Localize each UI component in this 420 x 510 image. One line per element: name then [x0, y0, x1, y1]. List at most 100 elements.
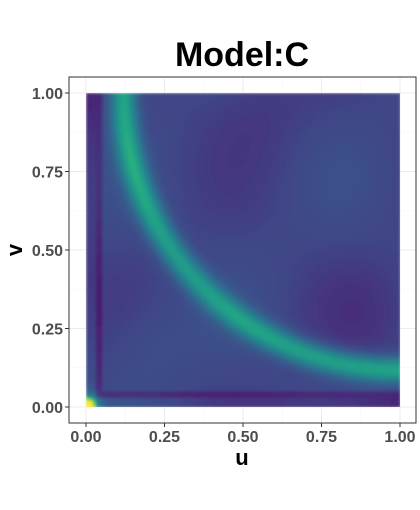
heatmap-cell [220, 236, 224, 241]
heatmap-cell [151, 158, 156, 163]
heatmap-cell [89, 377, 94, 382]
heatmap-cell [86, 128, 90, 133]
heatmap-cell [213, 164, 218, 169]
heatmap-cell [210, 200, 215, 205]
heatmap-cell [118, 122, 123, 127]
heatmap-cell [229, 161, 234, 166]
heatmap-cell [151, 354, 156, 359]
heatmap-cell [154, 220, 159, 225]
heatmap-cell [125, 279, 130, 284]
heatmap-cell [157, 325, 162, 330]
heatmap-cell [210, 354, 215, 359]
heatmap-cell [95, 99, 100, 104]
heatmap-cell [95, 338, 100, 343]
heatmap-cell [121, 230, 126, 235]
heatmap-cell [108, 191, 113, 195]
heatmap-cell [171, 380, 175, 385]
heatmap-cell [200, 371, 205, 375]
heatmap-cell [105, 223, 110, 228]
heatmap-cell [216, 191, 221, 195]
heatmap-cell [213, 246, 218, 251]
heatmap-cell [157, 335, 162, 339]
heatmap-cell [239, 155, 244, 160]
heatmap-cell [144, 344, 149, 349]
heatmap-cell [216, 341, 221, 346]
heatmap-cell [213, 119, 218, 124]
heatmap-cell [216, 256, 221, 261]
heatmap-cell [239, 305, 244, 310]
heatmap-cell [249, 272, 254, 277]
heatmap-cell [226, 328, 231, 333]
heatmap-cell [148, 135, 153, 140]
heatmap-cell [118, 217, 123, 222]
heatmap-cell [95, 191, 100, 195]
heatmap-cell [249, 253, 254, 258]
heatmap-cell [187, 207, 192, 212]
heatmap-cell [121, 174, 126, 179]
heatmap-cell [213, 112, 218, 117]
heatmap-cell [171, 122, 175, 127]
heatmap-cell [99, 272, 103, 277]
heatmap-cell [229, 351, 234, 356]
heatmap-cell [128, 266, 133, 271]
heatmap-cell [213, 220, 218, 225]
heatmap-cell [161, 289, 166, 294]
heatmap-cell [99, 155, 103, 160]
heatmap-cell [200, 325, 205, 330]
heatmap-cell [177, 335, 182, 339]
heatmap-cell [184, 214, 188, 218]
heatmap-cell [164, 181, 169, 186]
heatmap-cell [193, 380, 198, 385]
heatmap-cell [174, 191, 179, 195]
heatmap-cell [239, 233, 244, 238]
heatmap-cell [233, 335, 238, 339]
heatmap-cell [131, 256, 136, 261]
heatmap-cell [193, 161, 198, 166]
heatmap-cell [229, 348, 234, 352]
heatmap-cell [184, 151, 188, 156]
heatmap-cell [203, 138, 208, 143]
heatmap-cell [193, 112, 198, 117]
heatmap-cell [174, 181, 179, 186]
heatmap-cell [161, 164, 166, 169]
heatmap-cell [190, 367, 195, 372]
heatmap-cell [125, 276, 130, 281]
heatmap-cell [177, 227, 182, 231]
heatmap-cell [184, 250, 188, 254]
heatmap-cell [89, 348, 94, 352]
heatmap-cell [200, 377, 205, 382]
heatmap-cell [200, 132, 205, 137]
heatmap-cell [216, 289, 221, 294]
heatmap-cell [125, 331, 130, 336]
heatmap-cell [239, 204, 244, 209]
heatmap-cell [135, 200, 139, 205]
heatmap-cell [210, 148, 215, 153]
heatmap-cell [213, 400, 218, 405]
heatmap-cell [190, 269, 195, 274]
heatmap-cell [121, 164, 126, 169]
heatmap-cell [171, 302, 175, 307]
heatmap-cell [89, 384, 94, 388]
heatmap-cell [220, 194, 224, 199]
heatmap-cell [180, 191, 185, 195]
heatmap-cell [197, 367, 202, 372]
heatmap-cell [105, 250, 110, 254]
heatmap-cell [193, 371, 198, 375]
heatmap-cell [213, 380, 218, 385]
heatmap-cell [246, 295, 251, 300]
heatmap-cell [207, 325, 211, 330]
heatmap-cell [200, 174, 205, 179]
heatmap-cell [131, 220, 136, 225]
heatmap-cell [187, 289, 192, 294]
heatmap-cell [229, 191, 234, 195]
heatmap-cell [135, 371, 139, 375]
heatmap-cell [135, 266, 139, 271]
heatmap-cell [141, 168, 146, 173]
heatmap-cell [154, 387, 159, 392]
heatmap-cell [108, 263, 113, 267]
heatmap-cell [197, 155, 202, 160]
heatmap-cell [229, 128, 234, 133]
heatmap-cell [102, 214, 107, 218]
heatmap-cell [180, 214, 185, 218]
heatmap-cell [197, 106, 202, 110]
